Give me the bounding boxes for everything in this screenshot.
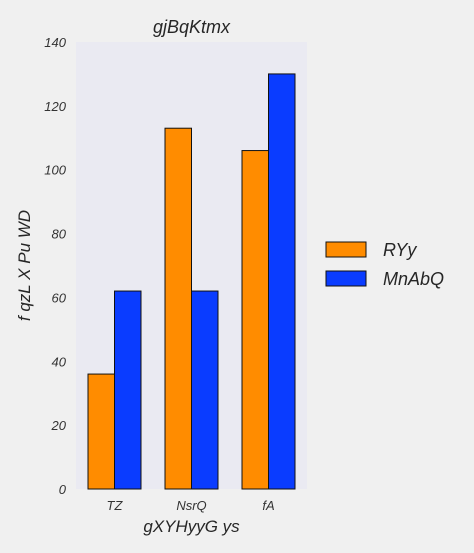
legend-swatch-MnAbQ [325,270,367,287]
chart-title: gjBqKtmx [153,17,231,37]
bars-layer [87,73,296,490]
legend-swatch-RYy [325,241,367,258]
y-tick-label: 140 [44,35,66,50]
y-tick-labels: 0 20 40 60 80 100 120 140 [44,35,66,497]
x-tick-label: NsrQ [176,498,206,513]
bar-RYy-NsrQ [164,127,192,490]
bar-MnAbQ-fA [268,73,296,490]
bar-RYy-TZ [87,373,115,490]
x-tick-label: TZ [107,498,124,513]
y-tick-label: 0 [59,482,67,497]
legend-label-RYy: RYy [383,240,417,260]
y-axis-label: f qzL X Pu WD [15,210,34,321]
x-tick-label: fA [262,498,274,513]
y-tick-label: 20 [51,418,67,433]
legend-label-MnAbQ: MnAbQ [383,269,444,289]
x-tick-labels: TZ NsrQ fA [107,498,275,513]
bar-MnAbQ-TZ [114,290,142,490]
bar-RYy-fA [241,150,269,490]
x-axis-label: gXYHyyG ys [143,517,240,536]
bar-MnAbQ-NsrQ [191,290,219,490]
y-tick-label: 40 [52,354,67,369]
y-tick-label: 80 [52,227,67,242]
y-tick-label: 60 [52,290,67,305]
y-tick-label: 120 [44,99,66,114]
legend: RYy MnAbQ [325,240,444,289]
y-tick-label: 100 [44,163,66,178]
